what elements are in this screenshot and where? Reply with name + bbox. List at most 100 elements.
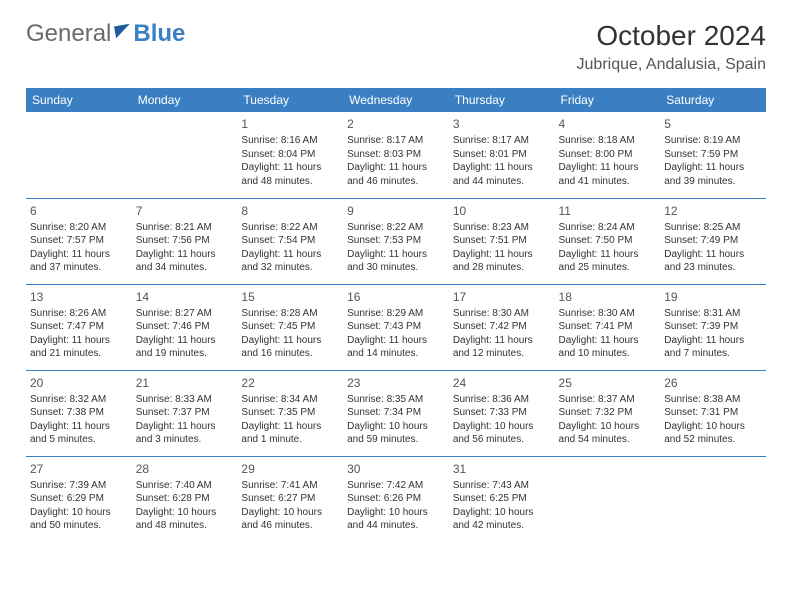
sunrise-text: Sunrise: 7:39 AM bbox=[30, 479, 128, 493]
calendar-day-cell: 25Sunrise: 8:37 AMSunset: 7:32 PMDayligh… bbox=[555, 370, 661, 456]
sunrise-text: Sunrise: 8:21 AM bbox=[136, 221, 234, 235]
calendar-week-row: 6Sunrise: 8:20 AMSunset: 7:57 PMDaylight… bbox=[26, 198, 766, 284]
sunrise-text: Sunrise: 8:33 AM bbox=[136, 393, 234, 407]
calendar-day-cell: 3Sunrise: 8:17 AMSunset: 8:01 PMDaylight… bbox=[449, 112, 555, 198]
calendar-day-cell: 5Sunrise: 8:19 AMSunset: 7:59 PMDaylight… bbox=[660, 112, 766, 198]
sunrise-text: Sunrise: 8:25 AM bbox=[664, 221, 762, 235]
daylight-text: Daylight: 10 hours and 59 minutes. bbox=[347, 420, 445, 447]
sunrise-text: Sunrise: 8:22 AM bbox=[347, 221, 445, 235]
sunset-text: Sunset: 7:47 PM bbox=[30, 320, 128, 334]
calendar-day-cell: 11Sunrise: 8:24 AMSunset: 7:50 PMDayligh… bbox=[555, 198, 661, 284]
daylight-text: Daylight: 11 hours and 46 minutes. bbox=[347, 161, 445, 188]
day-number: 12 bbox=[664, 203, 762, 219]
calendar-day-cell: 13Sunrise: 8:26 AMSunset: 7:47 PMDayligh… bbox=[26, 284, 132, 370]
daylight-text: Daylight: 11 hours and 3 minutes. bbox=[136, 420, 234, 447]
sunrise-text: Sunrise: 8:22 AM bbox=[241, 221, 339, 235]
sunset-text: Sunset: 7:46 PM bbox=[136, 320, 234, 334]
calendar-day-cell: 16Sunrise: 8:29 AMSunset: 7:43 PMDayligh… bbox=[343, 284, 449, 370]
day-number: 11 bbox=[559, 203, 657, 219]
day-number: 8 bbox=[241, 203, 339, 219]
day-number: 28 bbox=[136, 461, 234, 477]
daylight-text: Daylight: 11 hours and 1 minute. bbox=[241, 420, 339, 447]
sunrise-text: Sunrise: 8:16 AM bbox=[241, 134, 339, 148]
calendar-day-cell: 2Sunrise: 8:17 AMSunset: 8:03 PMDaylight… bbox=[343, 112, 449, 198]
daylight-text: Daylight: 11 hours and 28 minutes. bbox=[453, 248, 551, 275]
weekday-header: Wednesday bbox=[343, 88, 449, 112]
sunrise-text: Sunrise: 8:18 AM bbox=[559, 134, 657, 148]
day-number: 21 bbox=[136, 375, 234, 391]
calendar-day-cell: 24Sunrise: 8:36 AMSunset: 7:33 PMDayligh… bbox=[449, 370, 555, 456]
sunrise-text: Sunrise: 7:40 AM bbox=[136, 479, 234, 493]
sunrise-text: Sunrise: 8:19 AM bbox=[664, 134, 762, 148]
day-number: 22 bbox=[241, 375, 339, 391]
sunset-text: Sunset: 7:56 PM bbox=[136, 234, 234, 248]
sunrise-text: Sunrise: 8:27 AM bbox=[136, 307, 234, 321]
daylight-text: Daylight: 11 hours and 14 minutes. bbox=[347, 334, 445, 361]
calendar-day-cell: 23Sunrise: 8:35 AMSunset: 7:34 PMDayligh… bbox=[343, 370, 449, 456]
calendar-day-cell: 18Sunrise: 8:30 AMSunset: 7:41 PMDayligh… bbox=[555, 284, 661, 370]
daylight-text: Daylight: 11 hours and 23 minutes. bbox=[664, 248, 762, 275]
daylight-text: Daylight: 11 hours and 16 minutes. bbox=[241, 334, 339, 361]
daylight-text: Daylight: 11 hours and 30 minutes. bbox=[347, 248, 445, 275]
day-number: 29 bbox=[241, 461, 339, 477]
sunset-text: Sunset: 8:01 PM bbox=[453, 148, 551, 162]
weekday-header: Saturday bbox=[660, 88, 766, 112]
sunset-text: Sunset: 6:25 PM bbox=[453, 492, 551, 506]
sunrise-text: Sunrise: 8:37 AM bbox=[559, 393, 657, 407]
sunrise-text: Sunrise: 8:30 AM bbox=[559, 307, 657, 321]
brand-part1: General bbox=[26, 20, 111, 48]
sunrise-text: Sunrise: 8:32 AM bbox=[30, 393, 128, 407]
calendar-day-cell: 30Sunrise: 7:42 AMSunset: 6:26 PMDayligh… bbox=[343, 456, 449, 542]
day-number: 27 bbox=[30, 461, 128, 477]
calendar-day-cell: 7Sunrise: 8:21 AMSunset: 7:56 PMDaylight… bbox=[132, 198, 238, 284]
calendar-body: 1Sunrise: 8:16 AMSunset: 8:04 PMDaylight… bbox=[26, 112, 766, 542]
day-number: 23 bbox=[347, 375, 445, 391]
day-number: 24 bbox=[453, 375, 551, 391]
daylight-text: Daylight: 10 hours and 56 minutes. bbox=[453, 420, 551, 447]
calendar-day-cell: 29Sunrise: 7:41 AMSunset: 6:27 PMDayligh… bbox=[237, 456, 343, 542]
sunset-text: Sunset: 8:00 PM bbox=[559, 148, 657, 162]
daylight-text: Daylight: 11 hours and 37 minutes. bbox=[30, 248, 128, 275]
calendar-day-cell: 12 Sunrise: 8:25 AMSunset: 7:49 PMDayligh… bbox=[660, 198, 766, 284]
sunset-text: Sunset: 6:27 PM bbox=[241, 492, 339, 506]
sunrise-text: Sunrise: 8:17 AM bbox=[453, 134, 551, 148]
sunset-text: Sunset: 7:43 PM bbox=[347, 320, 445, 334]
calendar-day-cell: 22Sunrise: 8:34 AMSunset: 7:35 PMDayligh… bbox=[237, 370, 343, 456]
daylight-text: Daylight: 10 hours and 44 minutes. bbox=[347, 506, 445, 533]
sunrise-text: Sunrise: 8:26 AM bbox=[30, 307, 128, 321]
sunset-text: Sunset: 7:53 PM bbox=[347, 234, 445, 248]
daylight-text: Daylight: 10 hours and 48 minutes. bbox=[136, 506, 234, 533]
sunset-text: Sunset: 7:51 PM bbox=[453, 234, 551, 248]
daylight-text: Daylight: 11 hours and 7 minutes. bbox=[664, 334, 762, 361]
day-number: 19 bbox=[664, 289, 762, 305]
calendar-day-cell: 14Sunrise: 8:27 AMSunset: 7:46 PMDayligh… bbox=[132, 284, 238, 370]
calendar-week-row: 1Sunrise: 8:16 AMSunset: 8:04 PMDaylight… bbox=[26, 112, 766, 198]
sunset-text: Sunset: 7:32 PM bbox=[559, 406, 657, 420]
sunrise-text: Sunrise: 8:17 AM bbox=[347, 134, 445, 148]
sunrise-text: Sunrise: 8:35 AM bbox=[347, 393, 445, 407]
calendar-day-cell: 21Sunrise: 8:33 AMSunset: 7:37 PMDayligh… bbox=[132, 370, 238, 456]
calendar-week-row: 20Sunrise: 8:32 AMSunset: 7:38 PMDayligh… bbox=[26, 370, 766, 456]
daylight-text: Daylight: 10 hours and 50 minutes. bbox=[30, 506, 128, 533]
sunrise-text: Sunrise: 8:24 AM bbox=[559, 221, 657, 235]
page-title: October 2024 bbox=[577, 20, 766, 52]
day-number: 30 bbox=[347, 461, 445, 477]
calendar-empty-cell bbox=[132, 112, 238, 198]
sunset-text: Sunset: 7:41 PM bbox=[559, 320, 657, 334]
sunset-text: Sunset: 7:49 PM bbox=[664, 234, 762, 248]
sunrise-text: Sunrise: 8:30 AM bbox=[453, 307, 551, 321]
sunset-text: Sunset: 7:35 PM bbox=[241, 406, 339, 420]
daylight-text: Daylight: 11 hours and 25 minutes. bbox=[559, 248, 657, 275]
calendar-week-row: 27Sunrise: 7:39 AMSunset: 6:29 PMDayligh… bbox=[26, 456, 766, 542]
location-label: Jubrique, Andalusia, Spain bbox=[577, 56, 766, 74]
daylight-text: Daylight: 10 hours and 42 minutes. bbox=[453, 506, 551, 533]
sunset-text: Sunset: 7:31 PM bbox=[664, 406, 762, 420]
brand-logo: General Blue bbox=[26, 20, 185, 48]
sunset-text: Sunset: 7:39 PM bbox=[664, 320, 762, 334]
calendar-day-cell: 28Sunrise: 7:40 AMSunset: 6:28 PMDayligh… bbox=[132, 456, 238, 542]
day-number: 10 bbox=[453, 203, 551, 219]
weekday-header-row: SundayMondayTuesdayWednesdayThursdayFrid… bbox=[26, 88, 766, 112]
sunset-text: Sunset: 7:45 PM bbox=[241, 320, 339, 334]
title-block: October 2024 Jubrique, Andalusia, Spain bbox=[577, 20, 766, 74]
sunrise-text: Sunrise: 8:38 AM bbox=[664, 393, 762, 407]
